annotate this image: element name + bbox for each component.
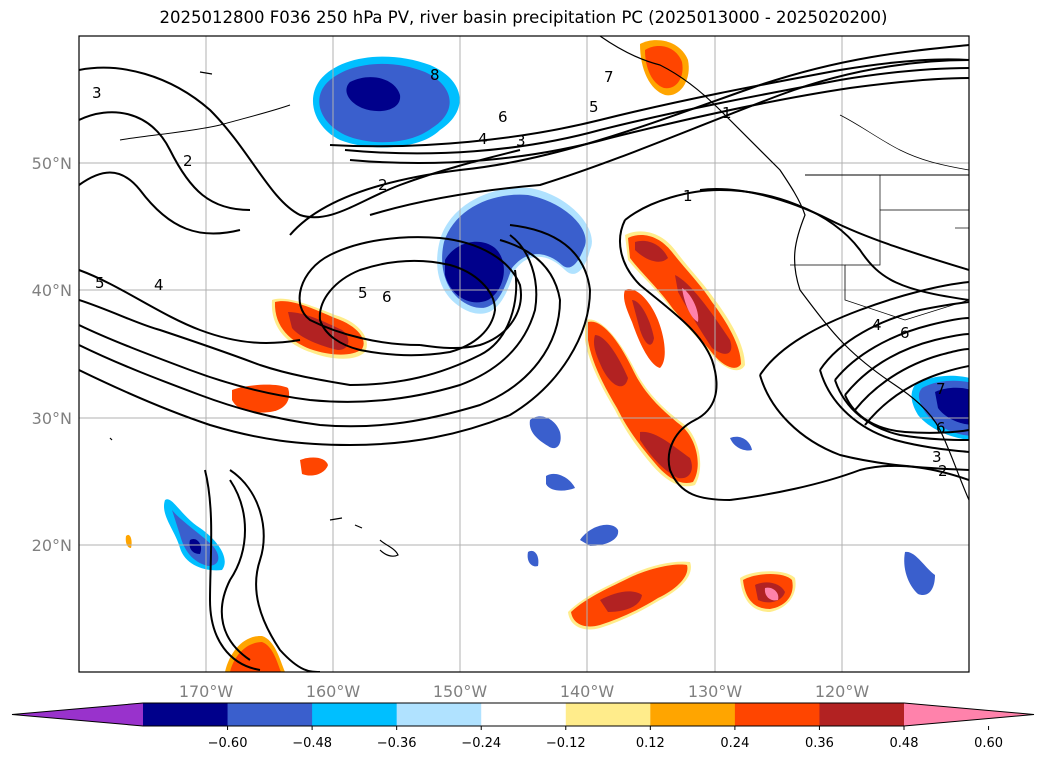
colorbar-tick-label: 0.36 <box>805 736 834 751</box>
contour-label: 1 <box>722 104 732 122</box>
lon-label: 140°W <box>560 682 615 701</box>
lon-label: 150°W <box>433 682 488 701</box>
contour-label: 3 <box>92 84 102 102</box>
colorbar-outline <box>11 702 1035 727</box>
longitude-labels: 170°W 160°W 150°W 140°W 130°W 120°W <box>179 682 870 701</box>
coastlines <box>109 36 969 557</box>
colorbar-tick-label: 0.12 <box>636 736 665 751</box>
latitude-labels: 50°N 40°N 30°N 20°N <box>32 154 72 555</box>
positive-precip-shading <box>125 40 796 672</box>
contour-label: 6 <box>936 419 946 437</box>
plot-title: 2025012800 F036 250 hPa PV, river basin … <box>159 8 888 27</box>
lon-label: 160°W <box>306 682 361 701</box>
contour-label: 3 <box>932 448 942 466</box>
colorbar-extend-high <box>904 703 1034 726</box>
contour-label: 8 <box>430 66 440 84</box>
lat-label: 40°N <box>32 281 72 300</box>
colorbar-segment <box>565 703 651 726</box>
map-frame <box>78 35 970 673</box>
colorbar-tick-label: −0.12 <box>546 736 586 751</box>
colorbar: −0.60 −0.48 −0.36 −0.24 −0.12 0.12 0.24 0.36 0.4… <box>11 702 1035 751</box>
contour-label: 3 <box>516 132 526 150</box>
contour-label: 2 <box>378 176 388 194</box>
contour-label: 2 <box>183 152 193 170</box>
pv-contours <box>79 44 969 672</box>
lon-label: 120°W <box>815 682 870 701</box>
colorbar-segment <box>143 703 229 726</box>
lat-label: 50°N <box>32 154 72 173</box>
colorbar-segment <box>650 703 736 726</box>
contour-label: 6 <box>382 288 392 306</box>
lon-label: 170°W <box>179 682 234 701</box>
contour-label: 5 <box>95 274 105 292</box>
colorbar-tick-label: 0.48 <box>890 736 919 751</box>
contour-label: 1 <box>683 187 693 205</box>
colorbar-segment <box>819 703 905 726</box>
colorbar-segment <box>227 703 313 726</box>
colorbar-segment <box>734 703 820 726</box>
contour-label: 2 <box>938 462 948 480</box>
colorbar-tick-label: −0.36 <box>377 736 417 751</box>
contour-label: 6 <box>498 108 508 126</box>
colorbar-segment <box>481 703 567 726</box>
contour-label: 7 <box>936 380 946 398</box>
lon-label: 130°W <box>688 682 743 701</box>
contour-label: 7 <box>604 68 614 86</box>
colorbar-tick-label: −0.24 <box>461 736 501 751</box>
colorbar-tick-label: −0.48 <box>292 736 332 751</box>
contour-label: 4 <box>872 316 882 334</box>
colorbar-tick-label: −0.60 <box>208 736 248 751</box>
lat-label: 20°N <box>32 536 72 555</box>
contour-label: 6 <box>900 324 910 342</box>
contour-label: 5 <box>589 98 599 116</box>
colorbar-tick-label: 0.60 <box>974 736 1003 751</box>
contour-label: 4 <box>154 276 164 294</box>
colorbar-segment <box>396 703 482 726</box>
colorbar-segment <box>312 703 398 726</box>
contour-labels: 3 2 5 4 2 5 6 4 3 6 5 7 8 1 1 4 6 7 6 3 … <box>92 66 948 480</box>
contour-label: 5 <box>358 284 368 302</box>
colorbar-extend-low <box>12 703 143 726</box>
lat-label: 30°N <box>32 409 72 428</box>
contour-label: 4 <box>478 130 488 148</box>
colorbar-tick-label: 0.24 <box>720 736 749 751</box>
